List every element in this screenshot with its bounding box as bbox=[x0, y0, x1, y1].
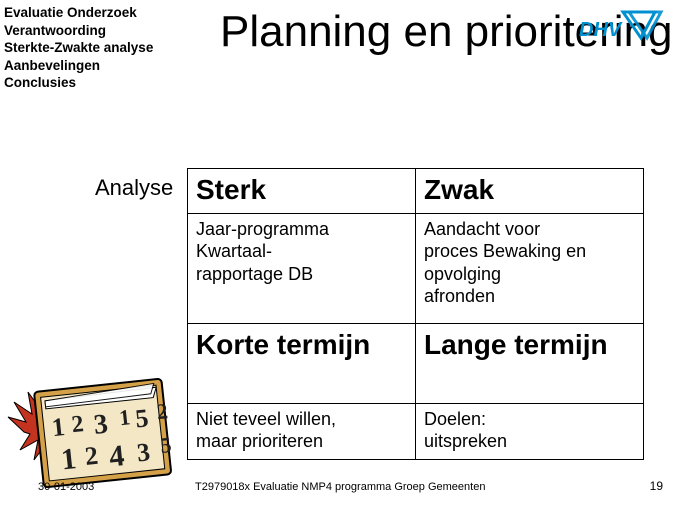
header-korte-termijn: Korte termijn bbox=[188, 323, 416, 403]
svg-text:2: 2 bbox=[155, 398, 169, 424]
header-sterk: Sterk bbox=[188, 169, 416, 214]
nav-outline: Evaluatie Onderzoek Verantwoording Sterk… bbox=[4, 4, 153, 92]
svg-text:DHV: DHV bbox=[579, 19, 623, 41]
header-zwak: Zwak bbox=[416, 169, 644, 214]
cell-line: Jaar-programma bbox=[196, 218, 407, 241]
cell-zwak-body: Aandacht voor proces Bewaking en opvolgi… bbox=[416, 213, 644, 323]
footer-date: 30-01-2003 bbox=[38, 481, 94, 493]
cell-line: opvolging bbox=[424, 263, 635, 286]
slide-number: 19 bbox=[650, 479, 663, 493]
nav-item: Verantwoording bbox=[4, 22, 153, 40]
cell-line: uitspreken bbox=[424, 430, 635, 453]
cell-lange-body: Doelen: uitspreken bbox=[416, 403, 644, 459]
nav-item: Evaluatie Onderzoek bbox=[4, 4, 153, 22]
nav-item: Sterkte-Zwakte analyse bbox=[4, 39, 153, 57]
cell-korte-body: Niet teveel willen, maar prioriteren bbox=[188, 403, 416, 459]
cell-header-text: Korte termijn bbox=[196, 329, 370, 360]
cell-header-text: Lange termijn bbox=[424, 329, 608, 360]
header-lange-termijn: Lange termijn bbox=[416, 323, 644, 403]
cell-sterk-body: Jaar-programma Kwartaal- rapportage DB bbox=[188, 213, 416, 323]
cell-line: afronden bbox=[424, 285, 635, 308]
analysis-label: Analyse bbox=[95, 175, 173, 201]
nav-item: Aanbevelingen bbox=[4, 57, 153, 75]
cell-line: maar prioriteren bbox=[196, 430, 407, 453]
swot-table: Sterk Zwak Jaar-programma Kwartaal- rapp… bbox=[187, 168, 644, 460]
cell-line: Niet teveel willen, bbox=[196, 408, 407, 431]
cell-line: Kwartaal- bbox=[196, 240, 407, 263]
footer-center-text: T2979018x Evaluatie NMP4 programma Groep… bbox=[195, 481, 595, 493]
cell-line: Doelen: bbox=[424, 408, 635, 431]
cell-line: proces Bewaking en bbox=[424, 240, 635, 263]
svg-text:5: 5 bbox=[159, 432, 173, 458]
cell-line: rapportage DB bbox=[196, 263, 407, 286]
cell-line: Aandacht voor bbox=[424, 218, 635, 241]
nav-item: Conclusies bbox=[4, 74, 153, 92]
dhv-logo: DHV bbox=[577, 6, 667, 53]
